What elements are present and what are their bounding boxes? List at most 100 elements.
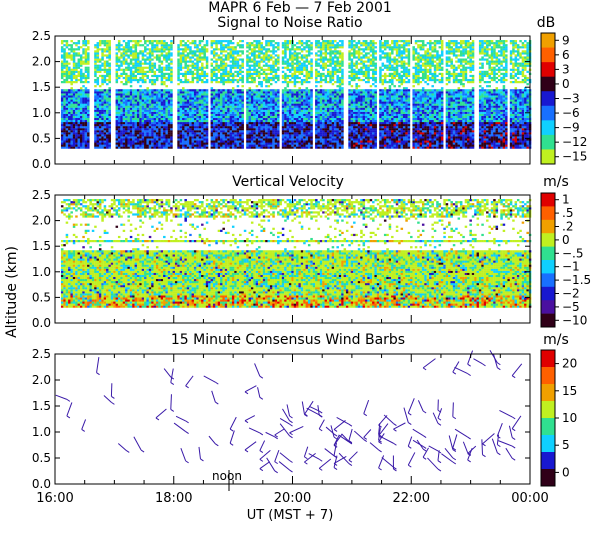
snr-cell — [274, 50, 278, 53]
snr-cell — [144, 144, 147, 147]
snr-cell — [248, 109, 252, 112]
snr-cell — [98, 44, 102, 47]
snr-cell — [160, 99, 164, 102]
snr-cell — [191, 42, 195, 45]
snr-cell — [277, 136, 280, 139]
snr-cell — [338, 56, 342, 59]
snr-cell — [317, 42, 320, 45]
snr-cell — [319, 54, 323, 57]
snr-cell — [338, 76, 342, 80]
snr-cell — [144, 97, 147, 100]
snr-cell — [87, 99, 90, 102]
snr-cell — [293, 121, 297, 125]
snr-cell — [65, 99, 69, 102]
snr-cell — [298, 101, 301, 104]
snr-cell — [336, 126, 339, 129]
snr-cell — [307, 142, 311, 145]
snr-cell — [210, 62, 214, 65]
snr-cell — [307, 62, 311, 65]
snr-cell — [298, 93, 301, 96]
snr-cell — [146, 144, 149, 147]
snr-cell — [72, 97, 76, 100]
snr-cell — [167, 46, 171, 49]
snr-cell — [250, 109, 254, 112]
snr-cell — [215, 89, 218, 92]
snr-cell — [215, 42, 218, 45]
snr-cell — [348, 74, 351, 78]
snr-cell — [196, 60, 199, 63]
snr-cell — [163, 72, 166, 76]
snr-cell — [303, 89, 306, 92]
snr-cell — [103, 97, 107, 100]
snr-cell — [236, 42, 240, 45]
snr-cell — [72, 89, 76, 92]
snr-cell — [186, 97, 190, 100]
snr-cell — [70, 124, 73, 127]
snr-cell — [284, 144, 287, 147]
snr-cell — [217, 136, 221, 139]
snr-cell — [284, 74, 287, 78]
snr-cell — [63, 81, 66, 84]
snr-cell — [186, 142, 190, 145]
snr-cell — [231, 46, 235, 49]
snr-cell — [241, 93, 244, 96]
snr-cell — [65, 146, 69, 149]
snr-cell — [87, 113, 90, 116]
snr-cell — [212, 54, 216, 57]
snr-cell — [196, 109, 199, 112]
snr-cell — [144, 111, 147, 114]
snr-cell — [222, 89, 225, 92]
snr-cell — [350, 99, 354, 102]
snr-cell — [160, 50, 164, 53]
snr-cell — [125, 142, 128, 145]
snr-cell — [139, 134, 142, 137]
snr-cell — [250, 128, 254, 131]
snr-cell — [224, 91, 228, 94]
snr-cell — [341, 60, 344, 63]
snr-cell — [293, 138, 297, 141]
snr-cell — [70, 101, 73, 104]
snr-cell — [272, 89, 275, 92]
snr-cell — [322, 62, 325, 65]
snr-cell — [203, 146, 206, 149]
snr-cell — [132, 97, 135, 100]
snr-cell — [63, 54, 66, 57]
snr-cell — [286, 119, 290, 123]
snr-cell — [170, 146, 173, 149]
snr-cell — [186, 109, 190, 112]
snr-cell — [281, 144, 285, 147]
snr-cell — [222, 93, 225, 96]
snr-cell — [331, 91, 335, 94]
snr-cell — [284, 54, 287, 57]
snr-cell — [98, 109, 102, 112]
snr-cell — [198, 89, 202, 92]
snr-cell — [329, 144, 332, 147]
snr-cell — [227, 105, 230, 108]
snr-cell — [310, 126, 313, 129]
snr-cell — [139, 62, 142, 65]
snr-cell — [258, 66, 261, 69]
snr-cell — [189, 128, 192, 131]
snr-cell — [272, 107, 275, 110]
snr-cell — [224, 103, 228, 106]
snr-cell — [148, 117, 152, 121]
snr-cell — [98, 60, 102, 63]
snr-cell — [331, 56, 335, 59]
snr-cell — [148, 105, 152, 108]
snr-cell — [272, 132, 275, 135]
snr-cell — [234, 117, 237, 121]
snr-cell — [115, 95, 119, 98]
snr-cell — [241, 109, 244, 112]
snr-cell — [239, 46, 242, 49]
snr-cell — [217, 101, 221, 104]
snr-cell — [205, 58, 209, 61]
snr-cell — [68, 119, 71, 123]
snr-cell — [132, 140, 135, 143]
snr-cell — [234, 113, 237, 116]
snr-cell — [324, 130, 328, 133]
snr-cell — [222, 68, 225, 71]
snr-cell — [291, 91, 294, 94]
snr-cell — [60, 132, 64, 135]
snr-cell — [205, 119, 209, 123]
snr-cell — [329, 60, 332, 63]
